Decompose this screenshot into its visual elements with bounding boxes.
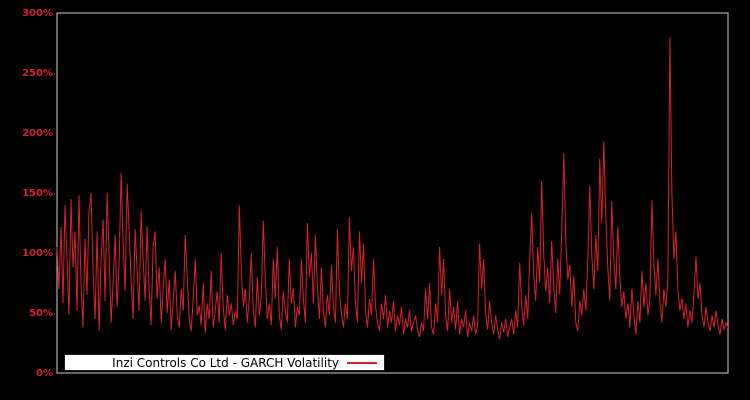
y-tick-label: 100% bbox=[22, 247, 53, 259]
y-tick-label: 200% bbox=[22, 127, 53, 139]
legend: Inzi Controls Co Ltd - GARCH Volatility bbox=[64, 354, 385, 371]
y-tick-label: 150% bbox=[22, 187, 53, 199]
plot-frame bbox=[56, 12, 729, 374]
volatility-line bbox=[56, 36, 729, 340]
legend-line-sample bbox=[347, 361, 377, 364]
y-tick-label: 0% bbox=[36, 367, 53, 379]
y-tick-label: 300% bbox=[22, 7, 53, 19]
y-tick-label: 250% bbox=[22, 67, 53, 79]
legend-label: Inzi Controls Co Ltd - GARCH Volatility bbox=[112, 355, 339, 370]
y-tick-label: 50% bbox=[29, 307, 53, 319]
